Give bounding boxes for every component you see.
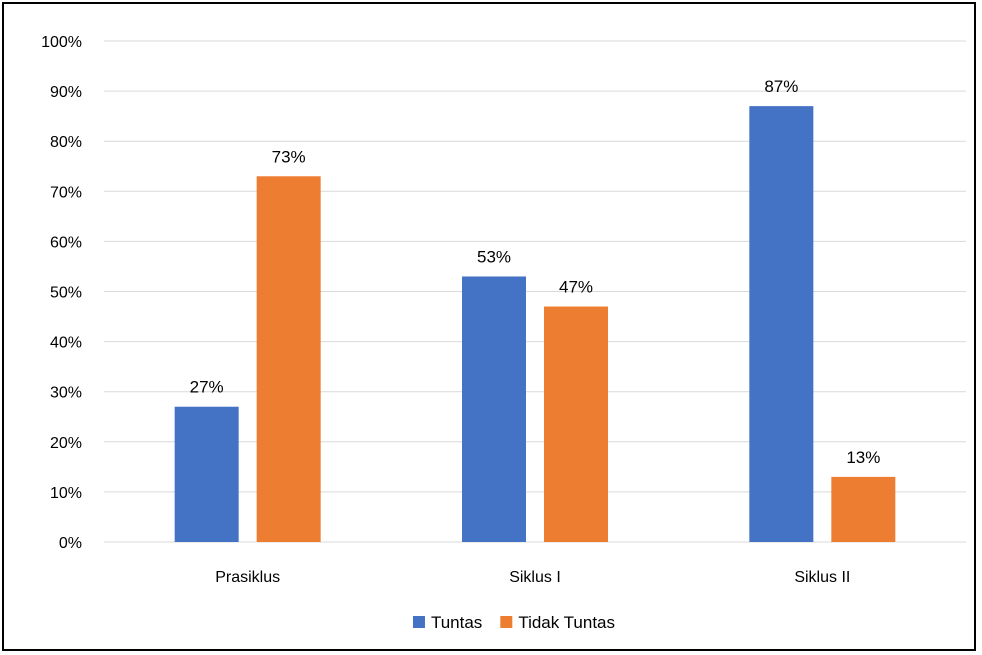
- legend-label: Tuntas: [431, 613, 482, 632]
- y-tick-label: 50%: [50, 285, 82, 302]
- y-tick-label: 90%: [50, 84, 82, 101]
- bar-tidak-tuntas: [831, 476, 896, 542]
- y-tick-label: 80%: [50, 134, 82, 151]
- bar-tuntas: [749, 106, 814, 542]
- bars: [174, 106, 896, 542]
- x-category-label: Siklus II: [794, 569, 850, 586]
- gridlines: [104, 40, 966, 543]
- x-category-label: Siklus I: [509, 569, 561, 586]
- legend-label: Tidak Tuntas: [518, 613, 615, 632]
- bar-tuntas: [462, 276, 526, 542]
- y-tick-label: 100%: [41, 34, 82, 51]
- legend: Tuntas Tidak Tuntas: [412, 613, 615, 632]
- y-tick-label: 40%: [50, 335, 82, 352]
- data-label: 87%: [764, 77, 798, 96]
- legend-swatch: [500, 616, 513, 628]
- data-label: 73%: [272, 147, 306, 166]
- y-tick-label: 20%: [50, 435, 82, 452]
- legend-swatch: [412, 616, 425, 628]
- data-label: 53%: [477, 247, 511, 266]
- y-tick-label: 60%: [50, 234, 82, 251]
- bar-tidak-tuntas: [544, 306, 608, 542]
- y-tick-label: 70%: [50, 184, 82, 201]
- data-labels: 27% 73% 53% 47% 87% 13%: [190, 77, 881, 467]
- bar-tidak-tuntas: [256, 176, 321, 542]
- y-tick-label: 10%: [50, 485, 82, 502]
- data-label: 47%: [559, 278, 593, 297]
- data-label: 13%: [846, 448, 880, 467]
- bar-tuntas: [174, 406, 239, 542]
- data-label: 27%: [190, 378, 224, 397]
- x-category-label: Prasiklus: [215, 569, 280, 586]
- y-tick-label: 30%: [50, 385, 82, 402]
- x-axis-categories: Prasiklus Siklus I Siklus II: [215, 569, 850, 586]
- y-tick-label: 0%: [59, 535, 82, 552]
- bar-chart: 0% 10% 20% 30% 40% 50% 60% 70% 80% 90% 100% 27% 73%…: [41, 34, 966, 632]
- y-axis-ticks: 0% 10% 20% 30% 40% 50% 60% 70% 80% 90% 100%: [41, 34, 82, 552]
